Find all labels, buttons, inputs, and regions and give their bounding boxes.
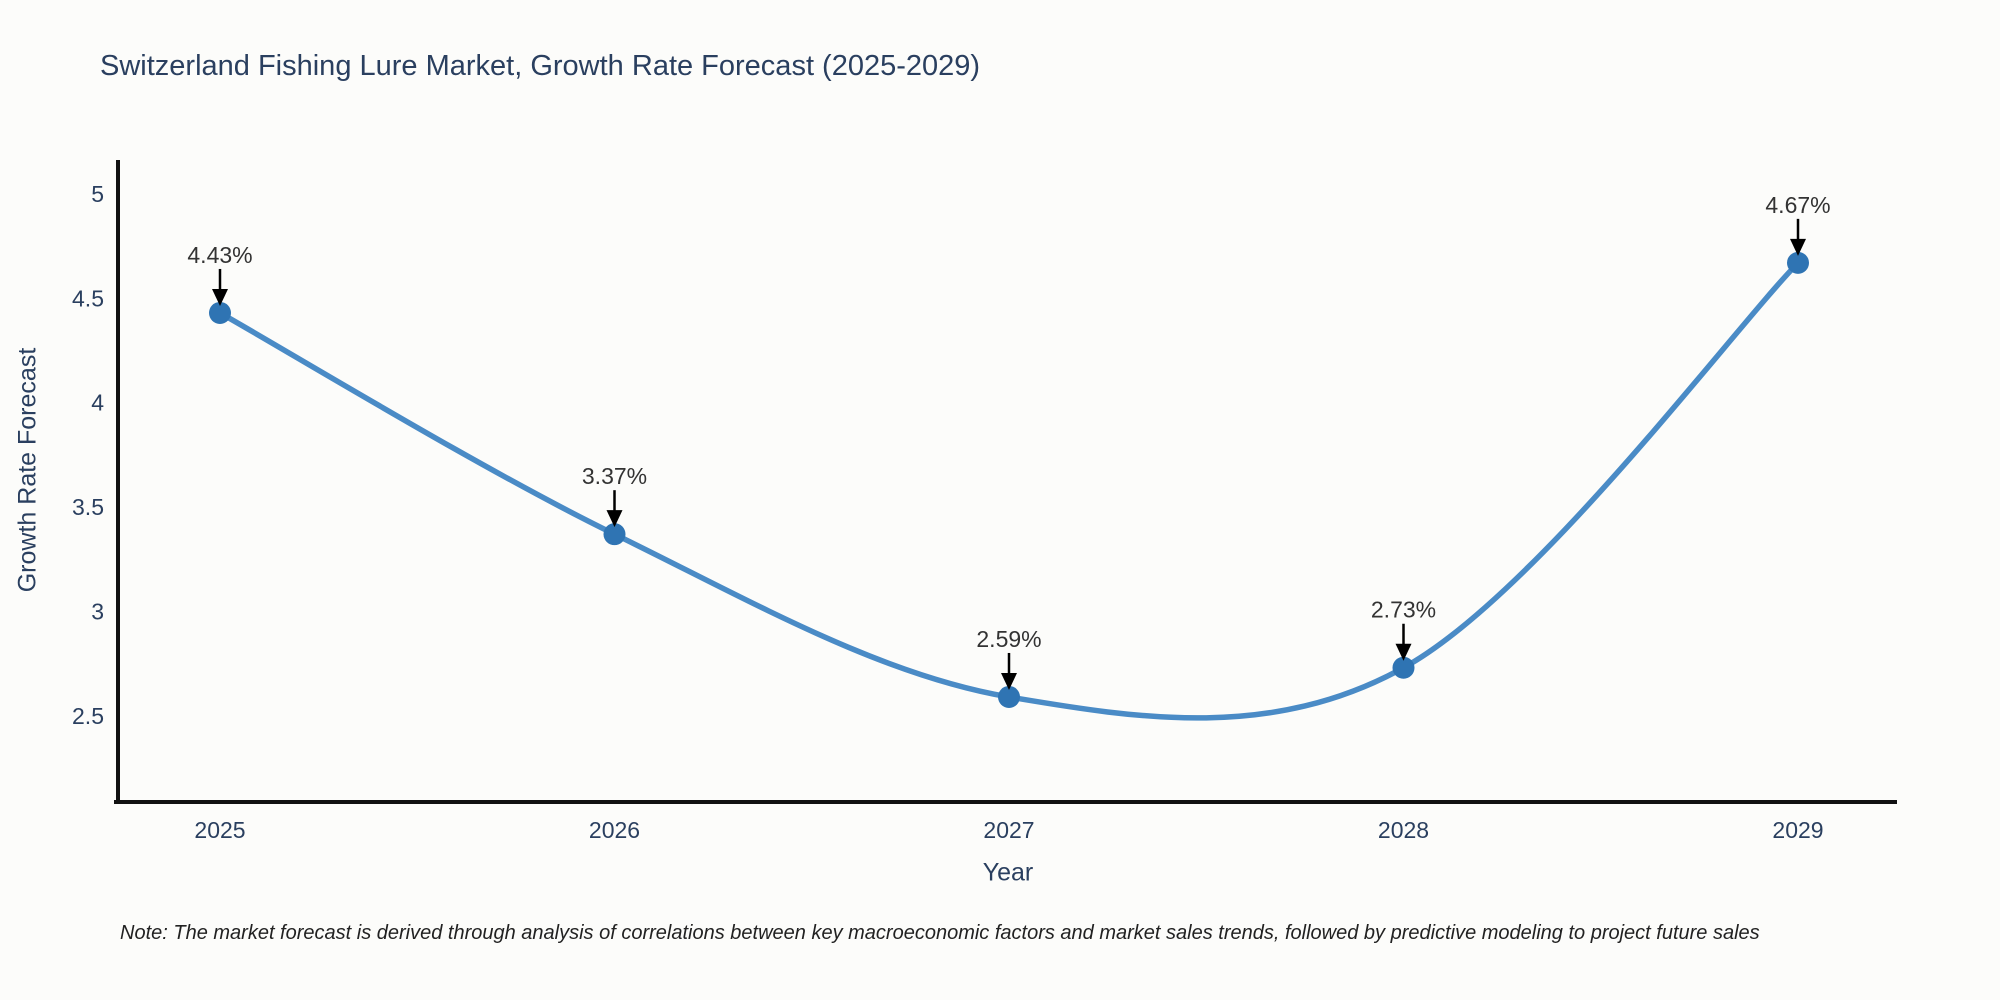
y-tick-label: 3 (91, 598, 104, 624)
annotation-arrowhead-icon (1001, 672, 1017, 690)
data-point-label: 4.43% (187, 242, 252, 268)
y-tick-label: 4.5 (72, 285, 104, 311)
y-tick-label: 4 (91, 390, 104, 416)
annotation-arrowhead-icon (606, 510, 623, 528)
y-tick-label: 3.5 (72, 494, 104, 520)
data-point-marker[interactable] (209, 301, 231, 324)
data-point-label: 2.59% (976, 626, 1041, 652)
data-point-label: 4.67% (1765, 192, 1830, 218)
chart-footnote: Note: The market forecast is derived thr… (120, 922, 1760, 944)
x-tick-label: 2025 (194, 817, 245, 843)
y-tick-label: 2.5 (72, 703, 104, 729)
chart-title: Switzerland Fishing Lure Market, Growth … (100, 50, 981, 82)
x-axis-title: Year (982, 858, 1034, 887)
annotation-arrowhead-icon (1790, 238, 1806, 256)
data-point-marker[interactable] (998, 685, 1020, 708)
annotation-arrowhead-icon (1395, 643, 1412, 661)
x-tick-label: 2027 (983, 817, 1034, 843)
x-tick-label: 2029 (1772, 817, 1823, 843)
annotation-arrowhead-icon (212, 288, 228, 306)
data-point-marker[interactable] (603, 523, 626, 546)
data-point-marker[interactable] (1787, 251, 1809, 274)
data-point-marker[interactable] (1392, 656, 1415, 679)
x-tick-label: 2028 (1378, 817, 1429, 843)
x-tick-label: 2026 (589, 817, 640, 843)
y-axis-title: Growth Rate Forecast (13, 347, 42, 593)
data-point-label: 3.37% (582, 463, 647, 489)
data-point-label: 2.73% (1371, 597, 1436, 623)
y-tick-label: 5 (91, 181, 104, 207)
